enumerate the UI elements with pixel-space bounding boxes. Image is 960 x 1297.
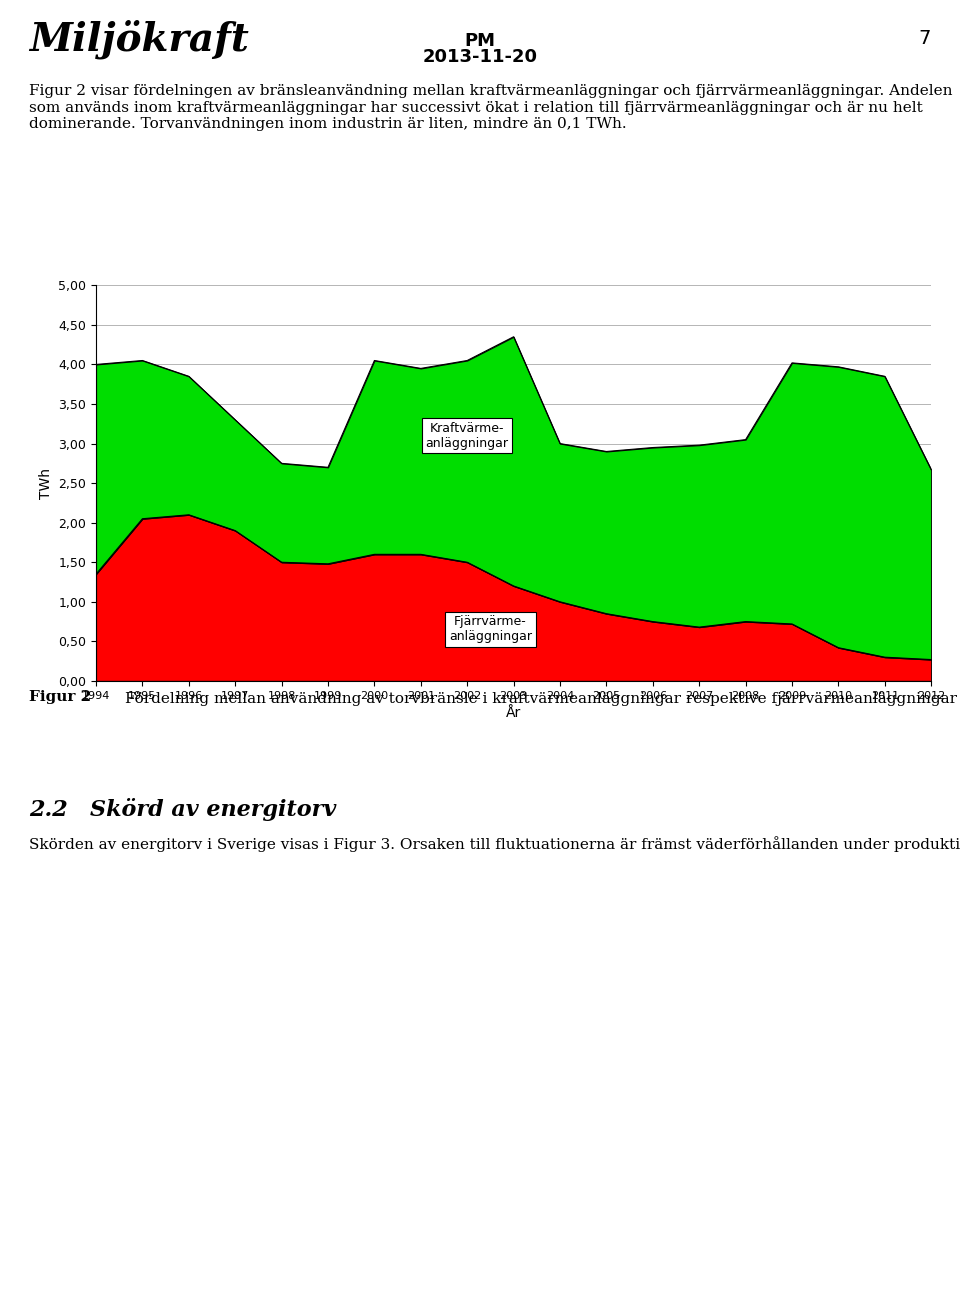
Text: Skörden av energitorv i Sverige visas i Figur 3. Orsaken till fluktuationerna är: Skörden av energitorv i Sverige visas i … — [29, 837, 960, 852]
Text: Figur 2: Figur 2 — [29, 690, 91, 704]
Text: Figur 2 visar fördelningen av bränsleanvändning mellan kraftvärmeanläggningar oc: Figur 2 visar fördelningen av bränsleanv… — [29, 84, 952, 131]
Y-axis label: TWh: TWh — [38, 468, 53, 498]
Text: 7: 7 — [919, 29, 931, 48]
Text: Miljökraft: Miljökraft — [29, 19, 249, 58]
Text: PM: PM — [465, 32, 495, 51]
Text: Fördelning mellan användning av torvbränsle i kraftvärmeanläggningar respektive : Fördelning mellan användning av torvbrän… — [125, 690, 960, 706]
Text: Fjärrvärme-
anläggningar: Fjärrvärme- anläggningar — [449, 616, 532, 643]
Text: 2.2 Skörd av energitorv: 2.2 Skörd av energitorv — [29, 798, 336, 821]
Text: Kraftvärme-
anläggningar: Kraftvärme- anläggningar — [425, 422, 509, 450]
X-axis label: År: År — [506, 706, 521, 720]
Text: 2013-11-20: 2013-11-20 — [422, 48, 538, 66]
